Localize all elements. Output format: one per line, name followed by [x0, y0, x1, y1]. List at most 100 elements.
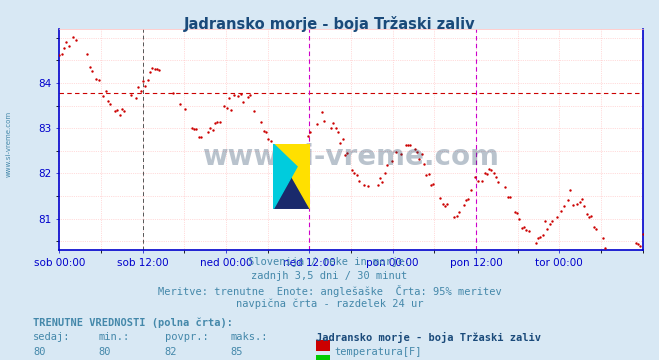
Point [191, 126, 202, 132]
Point [484, 167, 494, 172]
Point [296, 146, 306, 152]
Point [335, 140, 346, 145]
Point [502, 194, 513, 200]
Point [491, 174, 501, 180]
Point [395, 151, 406, 157]
Text: 80: 80 [33, 347, 45, 357]
Text: sedaj:: sedaj: [33, 332, 71, 342]
Point [331, 125, 341, 131]
Point [112, 107, 123, 113]
Point [289, 157, 299, 162]
Point [530, 240, 541, 246]
Point [363, 183, 374, 189]
Point [212, 119, 223, 125]
Point [293, 152, 304, 158]
Point [147, 65, 158, 71]
Point [449, 214, 459, 220]
Point [272, 155, 283, 161]
Point [405, 143, 415, 148]
Point [196, 134, 206, 140]
Point [302, 133, 313, 139]
Point [532, 235, 543, 240]
Point [133, 84, 144, 90]
Point [442, 202, 453, 207]
Point [540, 218, 550, 224]
Point [140, 83, 150, 89]
Point [238, 99, 248, 105]
Point [57, 51, 67, 57]
Point [521, 227, 532, 233]
Point [340, 152, 351, 158]
Point [514, 216, 525, 222]
Point [347, 167, 357, 172]
Point [400, 142, 411, 148]
Point [110, 108, 121, 114]
Point [523, 228, 534, 234]
Point [342, 150, 353, 156]
Text: 82: 82 [165, 347, 177, 357]
Point [625, 256, 636, 261]
Point [479, 170, 490, 176]
Point [517, 225, 527, 231]
Point [386, 158, 397, 164]
Point [168, 90, 179, 95]
Point [465, 187, 476, 193]
Point [440, 203, 450, 209]
Point [266, 138, 276, 144]
Point [563, 197, 573, 203]
Point [214, 119, 225, 125]
Point [256, 119, 267, 125]
Point [354, 178, 364, 184]
Point [263, 136, 273, 142]
Point [150, 66, 160, 71]
Point [438, 201, 448, 207]
Polygon shape [273, 167, 310, 209]
Point [426, 183, 436, 188]
Point [544, 221, 555, 227]
Point [453, 209, 464, 215]
Point [575, 199, 585, 205]
Point [305, 129, 316, 135]
Text: Jadransko morje - boja Tržaski zaliv: Jadransko morje - boja Tržaski zaliv [316, 332, 541, 343]
Point [105, 101, 116, 107]
Point [537, 232, 548, 238]
Point [500, 184, 511, 190]
Text: povpr.:: povpr.: [165, 332, 208, 342]
Point [633, 241, 643, 247]
Point [519, 224, 529, 230]
Point [228, 92, 239, 98]
Point [71, 37, 81, 43]
Point [244, 93, 255, 98]
Point [612, 265, 622, 271]
Point [115, 112, 125, 118]
Point [621, 264, 631, 270]
Point [590, 226, 601, 232]
Point [221, 105, 232, 111]
Point [175, 102, 185, 107]
Point [98, 94, 109, 99]
Point [505, 194, 515, 200]
Point [205, 125, 215, 131]
Point [337, 136, 348, 142]
Point [61, 39, 72, 45]
Point [59, 45, 69, 50]
Point [223, 95, 234, 101]
Point [616, 260, 627, 266]
Point [349, 170, 360, 176]
Point [291, 154, 302, 159]
Point [154, 67, 165, 73]
Point [84, 64, 95, 69]
Point [375, 175, 386, 181]
Point [219, 103, 229, 109]
Text: navpična črta - razdelek 24 ur: navpična črta - razdelek 24 ur [236, 298, 423, 309]
Point [416, 152, 427, 157]
Point [493, 179, 503, 185]
Text: 85: 85 [231, 347, 243, 357]
Point [130, 95, 141, 101]
Point [546, 218, 557, 224]
Point [409, 147, 420, 152]
Point [635, 243, 645, 249]
Point [477, 178, 488, 184]
Point [486, 167, 497, 173]
Point [552, 215, 562, 220]
